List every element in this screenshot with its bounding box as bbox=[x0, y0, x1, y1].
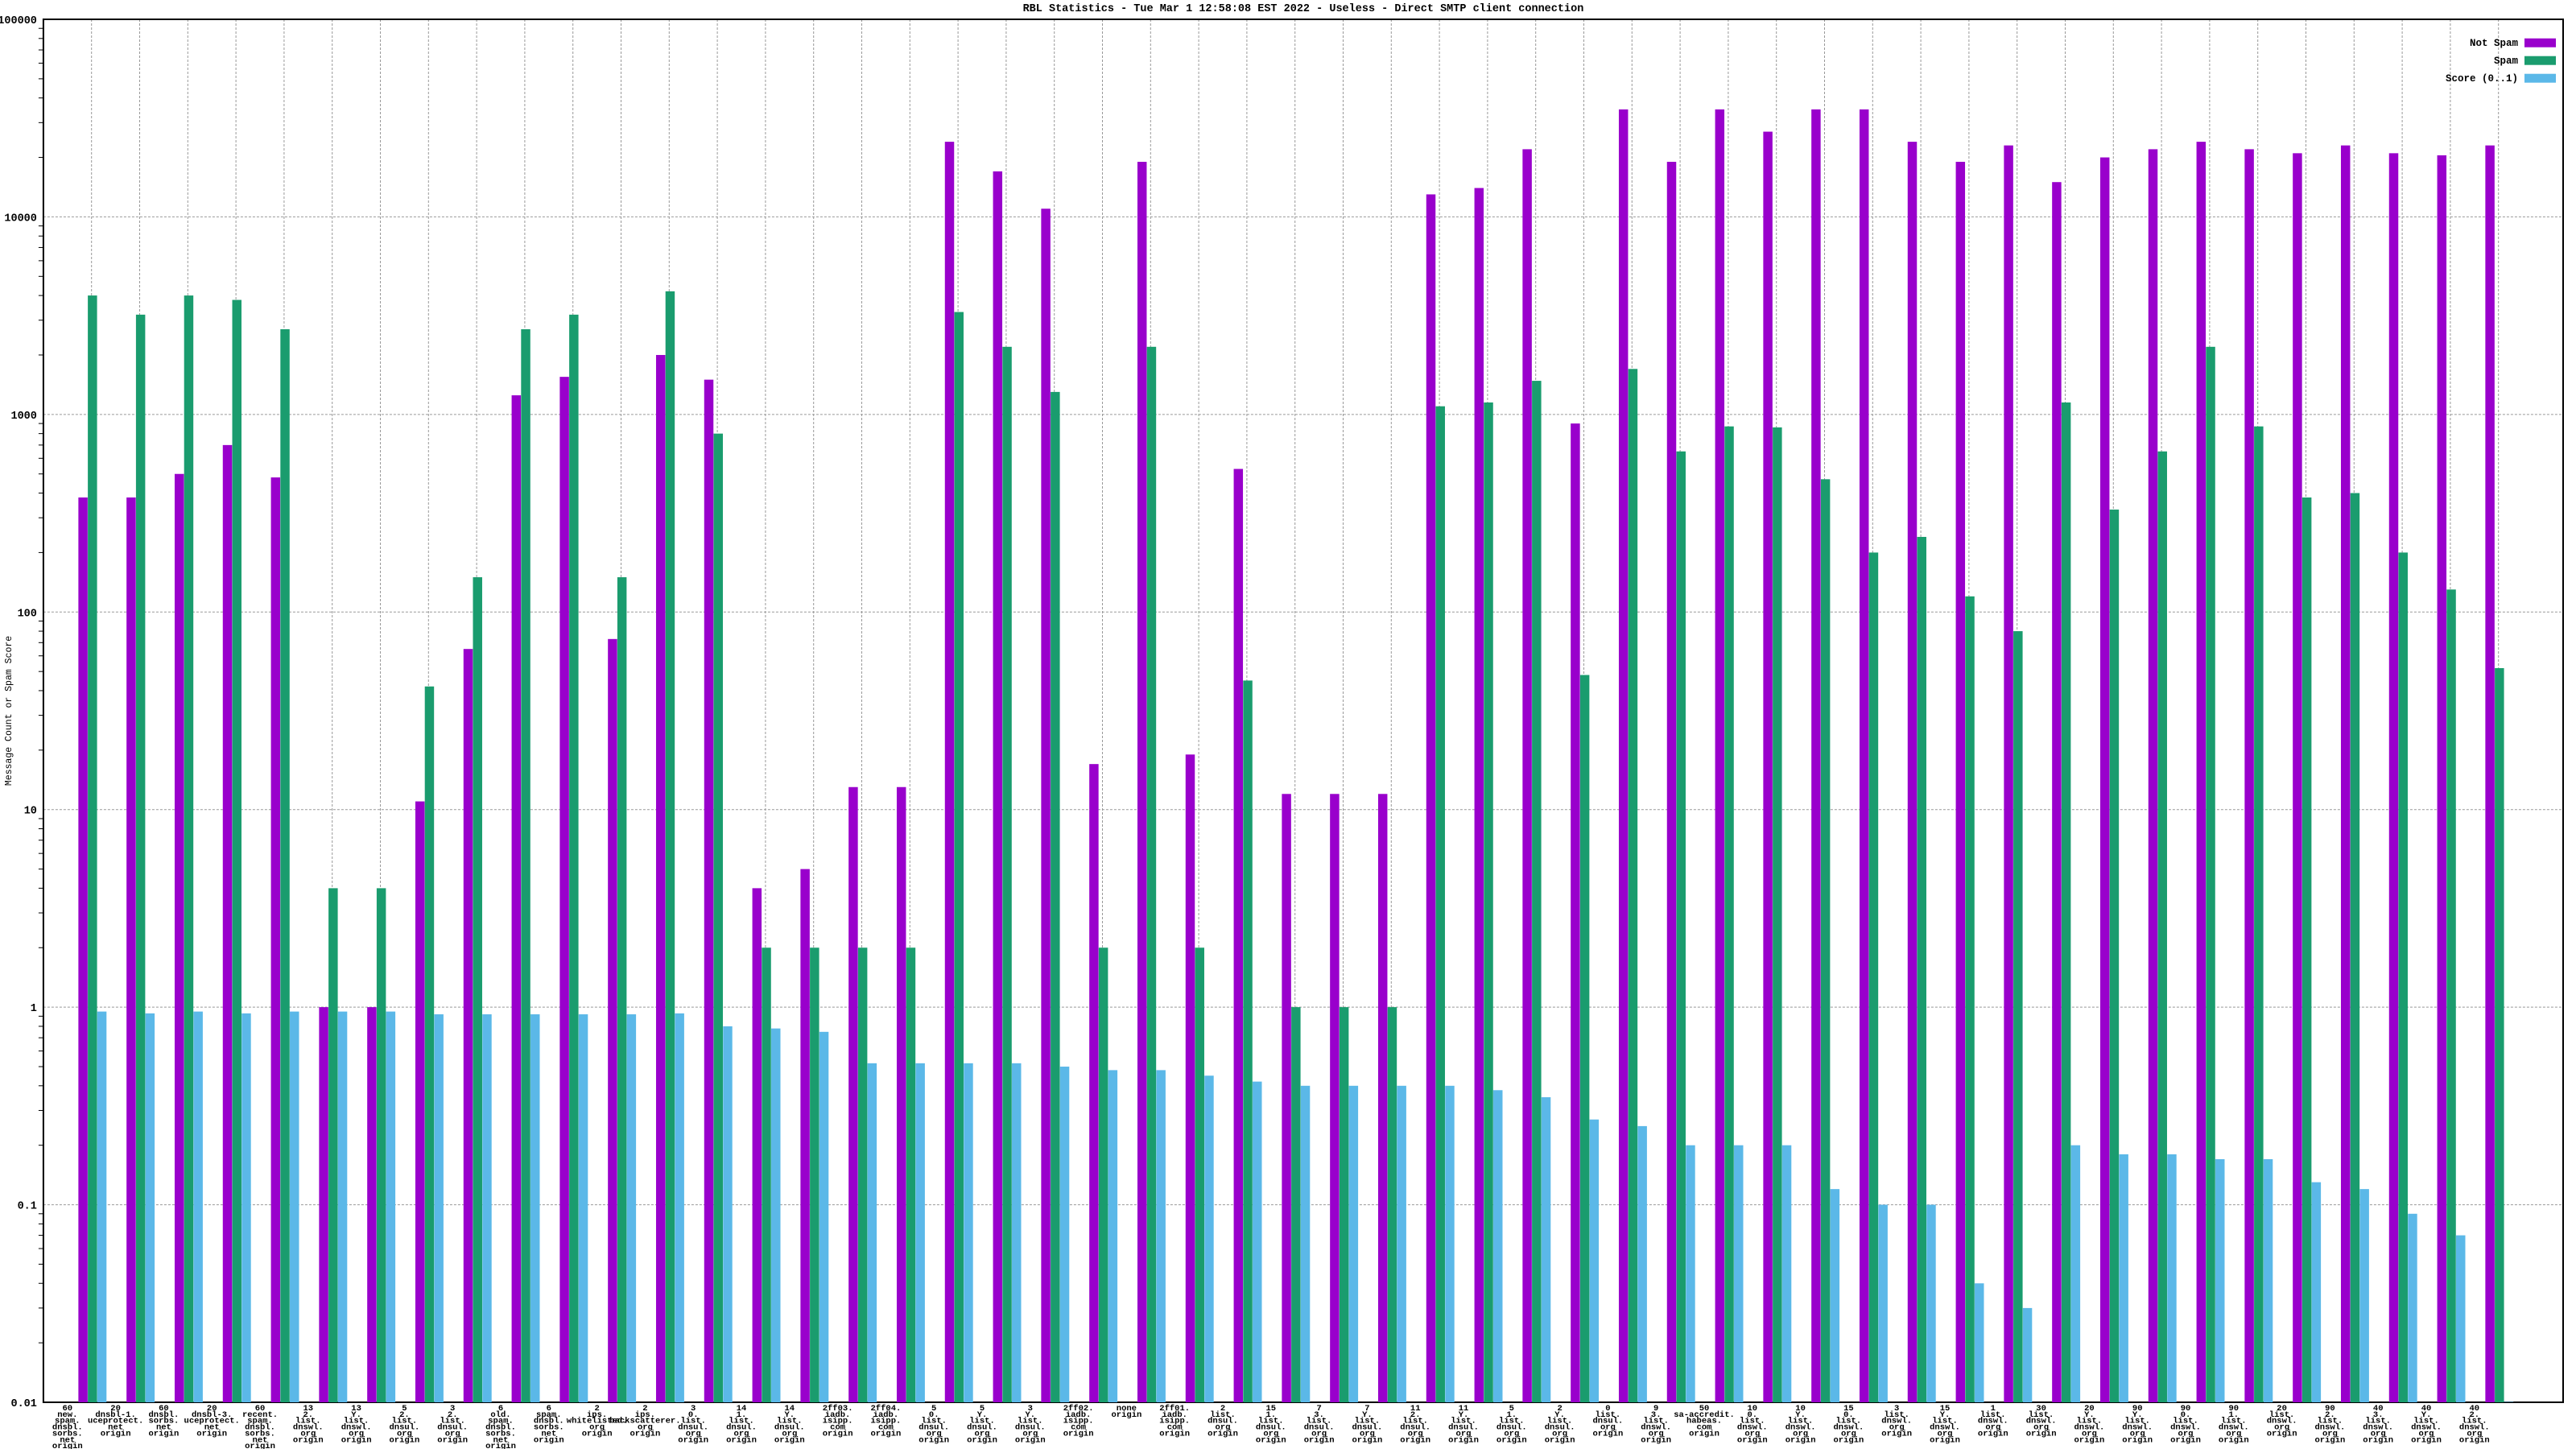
svg-text:origin: origin bbox=[1737, 1435, 1768, 1445]
svg-text:0.01: 0.01 bbox=[10, 1398, 36, 1410]
svg-text:100000: 100000 bbox=[0, 15, 37, 27]
svg-text:100: 100 bbox=[18, 608, 37, 620]
svg-text:origin: origin bbox=[2411, 1435, 2442, 1445]
svg-text:0.1: 0.1 bbox=[18, 1201, 37, 1213]
svg-text:origin: origin bbox=[101, 1429, 131, 1439]
svg-text:origin: origin bbox=[2363, 1435, 2393, 1445]
svg-text:origin: origin bbox=[293, 1435, 324, 1445]
svg-text:origin: origin bbox=[2074, 1435, 2104, 1445]
svg-text:origin: origin bbox=[341, 1435, 372, 1445]
svg-text:1: 1 bbox=[31, 1003, 37, 1015]
svg-text:origin: origin bbox=[1785, 1435, 1816, 1445]
svg-text:origin: origin bbox=[1400, 1435, 1430, 1445]
svg-text:origin: origin bbox=[534, 1435, 564, 1445]
svg-text:origin: origin bbox=[389, 1435, 419, 1445]
svg-text:origin: origin bbox=[630, 1429, 660, 1439]
svg-text:origin: origin bbox=[1641, 1435, 1671, 1445]
svg-text:origin: origin bbox=[2314, 1435, 2345, 1445]
svg-text:origin: origin bbox=[245, 1442, 275, 1449]
svg-text:origin: origin bbox=[52, 1442, 83, 1449]
svg-text:10: 10 bbox=[24, 806, 37, 818]
svg-text:1000: 1000 bbox=[10, 411, 36, 423]
svg-text:origin: origin bbox=[437, 1435, 468, 1445]
svg-text:Score (0..1): Score (0..1) bbox=[2446, 73, 2518, 85]
svg-text:origin: origin bbox=[870, 1429, 901, 1439]
svg-text:origin: origin bbox=[1111, 1410, 1141, 1420]
svg-text:origin: origin bbox=[1352, 1435, 1382, 1445]
svg-text:origin: origin bbox=[774, 1435, 805, 1445]
svg-text:origin: origin bbox=[967, 1435, 997, 1445]
svg-text:origin: origin bbox=[1063, 1429, 1094, 1439]
svg-text:origin: origin bbox=[678, 1435, 708, 1445]
svg-text:origin: origin bbox=[1015, 1435, 1046, 1445]
svg-text:Message Count or Spam Score: Message Count or Spam Score bbox=[4, 636, 14, 786]
svg-text:origin: origin bbox=[1304, 1435, 1335, 1445]
svg-text:origin: origin bbox=[1833, 1435, 1864, 1445]
svg-text:origin: origin bbox=[485, 1442, 516, 1449]
svg-text:origin: origin bbox=[919, 1435, 949, 1445]
svg-text:origin: origin bbox=[1256, 1435, 1286, 1445]
svg-text:origin: origin bbox=[726, 1435, 757, 1445]
svg-text:origin: origin bbox=[1592, 1429, 1623, 1439]
svg-text:10000: 10000 bbox=[4, 213, 37, 225]
svg-text:origin: origin bbox=[1496, 1435, 1527, 1445]
svg-text:origin: origin bbox=[2122, 1435, 2153, 1445]
svg-text:origin: origin bbox=[196, 1429, 227, 1439]
svg-text:origin: origin bbox=[1159, 1429, 1190, 1439]
svg-text:RBL Statistics - Tue Mar 1 12: RBL Statistics - Tue Mar 1 12:58:08 EST … bbox=[1023, 3, 1584, 15]
svg-text:origin: origin bbox=[1930, 1435, 1960, 1445]
svg-text:origin: origin bbox=[1689, 1429, 1719, 1439]
svg-text:origin: origin bbox=[2219, 1435, 2249, 1445]
svg-text:origin: origin bbox=[2026, 1429, 2057, 1439]
svg-text:origin: origin bbox=[2459, 1435, 2490, 1445]
svg-text:origin: origin bbox=[2170, 1435, 2201, 1445]
svg-text:Spam: Spam bbox=[2494, 56, 2519, 67]
svg-text:origin: origin bbox=[1448, 1435, 1479, 1445]
svg-text:origin: origin bbox=[582, 1429, 613, 1439]
svg-text:origin: origin bbox=[1881, 1429, 1912, 1439]
svg-text:Not Spam: Not Spam bbox=[2470, 38, 2519, 49]
svg-text:origin: origin bbox=[1978, 1429, 2008, 1439]
svg-text:origin: origin bbox=[1208, 1429, 1238, 1439]
svg-text:origin: origin bbox=[148, 1429, 179, 1439]
svg-text:origin: origin bbox=[1545, 1435, 1575, 1445]
svg-text:origin: origin bbox=[2267, 1429, 2297, 1439]
svg-text:origin: origin bbox=[823, 1429, 853, 1439]
